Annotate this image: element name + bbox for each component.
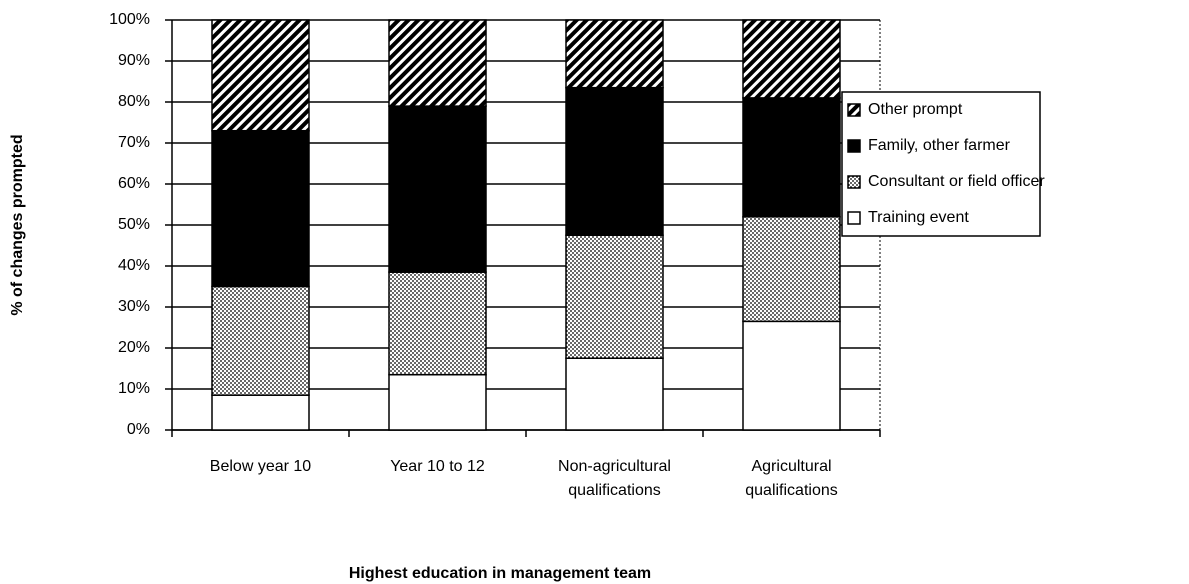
legend-label: Training event	[868, 209, 969, 226]
bar-segment	[742, 320, 841, 431]
x-axis-title: Highest education in management team	[349, 565, 651, 582]
legend-label: Consultant or field officer	[868, 173, 1045, 190]
legend-swatch	[847, 139, 861, 153]
y-tick-label: 10%	[118, 380, 150, 397]
bar-segment	[565, 86, 664, 237]
bar-segment	[211, 19, 310, 132]
y-tick-label: 50%	[118, 216, 150, 233]
bar-segment	[565, 357, 664, 431]
x-tick-label: Below year 10	[209, 458, 312, 475]
x-tick-label: Year 10 to 12	[390, 458, 485, 475]
legend-box	[841, 91, 1041, 237]
legend-swatch	[847, 175, 861, 189]
y-tick-label: 100%	[109, 11, 150, 28]
y-tick-label: 80%	[118, 93, 150, 110]
y-tick-label: 40%	[118, 257, 150, 274]
bar-segment	[388, 19, 487, 107]
y-tick-label: 0%	[127, 421, 150, 438]
bar-segment	[211, 285, 310, 396]
bar-segment	[388, 105, 487, 273]
y-tick-label: 30%	[118, 298, 150, 315]
x-tick-label: Non-agricultural qualifications	[558, 458, 671, 499]
y-tick-label: 60%	[118, 175, 150, 192]
bar-segment	[742, 19, 841, 99]
bar-segment	[388, 271, 487, 376]
bar-segment	[211, 394, 310, 431]
x-tick-label: Agricultural qualifications	[745, 458, 838, 499]
legend-swatch	[847, 103, 861, 117]
bar-segment	[742, 216, 841, 323]
legend-swatch	[847, 211, 861, 225]
legend-label: Other prompt	[868, 101, 963, 118]
bar-segment	[388, 373, 487, 431]
bar-segment	[742, 97, 841, 218]
y-tick-label: 90%	[118, 52, 150, 69]
bar-segment	[565, 19, 664, 89]
y-axis-title: % of changes prompted	[9, 134, 26, 315]
y-tick-label: 20%	[118, 339, 150, 356]
y-tick-label: 70%	[118, 134, 150, 151]
bar-segment	[565, 234, 664, 359]
legend-label: Family, other farmer	[868, 137, 1011, 154]
bar-segment	[211, 129, 310, 288]
